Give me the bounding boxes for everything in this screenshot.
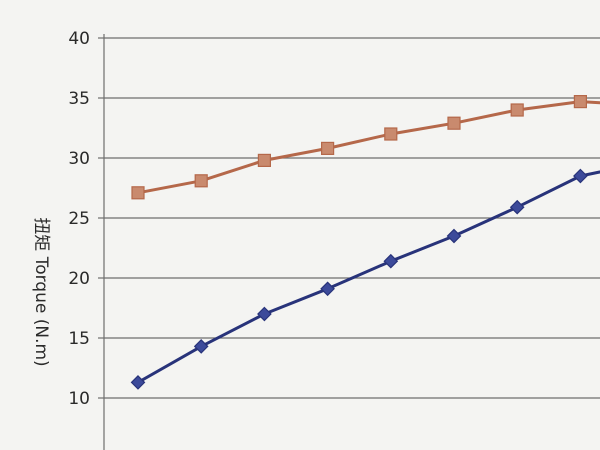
data-point-diamond (257, 306, 272, 322)
data-point-square (321, 141, 335, 155)
data-point-diamond (573, 168, 588, 184)
y-tick-label: 40 (68, 29, 90, 49)
data-point-diamond (383, 253, 399, 269)
data-point-diamond (193, 339, 209, 354)
data-point-square (194, 174, 208, 188)
y-tick-label: 20 (68, 269, 90, 289)
data-point-diamond (509, 199, 525, 215)
series-lines (137, 100, 600, 384)
y-tick-label: 15 (68, 329, 90, 349)
y-tick-label: 30 (68, 149, 90, 169)
data-point-diamond (320, 281, 335, 297)
gridlines (104, 37, 600, 399)
y-tick-label: 35 (68, 89, 90, 109)
series-markers (130, 94, 588, 390)
y-tick-label: 25 (68, 209, 90, 229)
series-line-1 (137, 170, 600, 384)
y-tick-label: 10 (68, 389, 90, 409)
data-point-diamond (130, 375, 146, 390)
data-point-square (384, 127, 398, 141)
data-point-square (131, 186, 145, 200)
data-point-square (510, 103, 524, 117)
data-point-square (257, 153, 271, 167)
data-point-diamond (446, 228, 462, 244)
y-tick-labels: 403530252015105 (68, 29, 90, 450)
data-point-square (573, 94, 588, 109)
axes (98, 34, 105, 450)
axis-labels: 扭矩 Torque (N.m) (31, 217, 51, 366)
data-point-square (447, 116, 461, 130)
y-axis-label: 扭矩 Torque (N.m) (31, 217, 51, 366)
